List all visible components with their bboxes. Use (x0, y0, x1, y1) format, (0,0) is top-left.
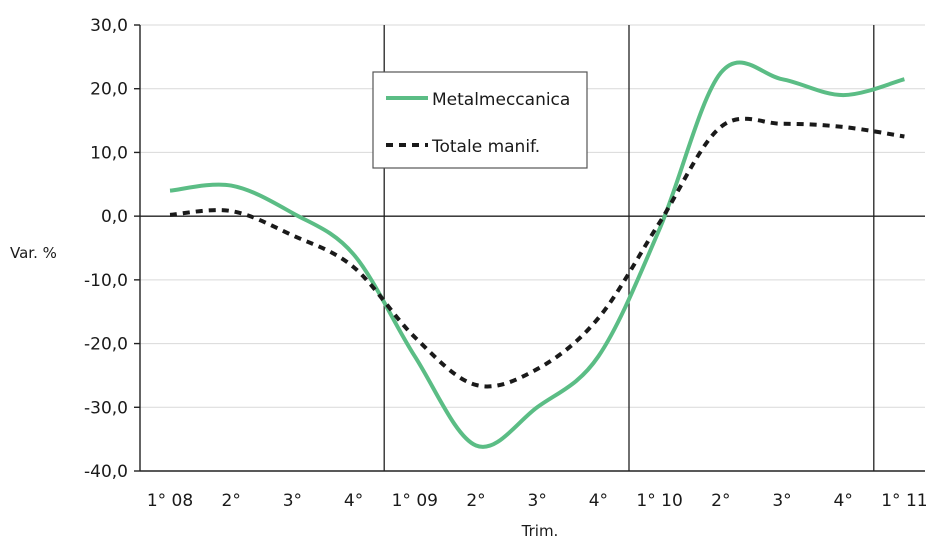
y-tick-label: 10,0 (90, 143, 128, 163)
x-tick-label: 1° 10 (636, 491, 682, 511)
y-tick-label: -10,0 (84, 271, 128, 291)
y-tick-label: 0,0 (101, 207, 128, 227)
x-tick-label: 1° 09 (392, 491, 438, 511)
x-tick-label: 2° (466, 491, 485, 511)
y-tick-label: 20,0 (90, 80, 128, 100)
legend-label-metalmeccanica: Metalmeccanica (432, 90, 570, 110)
y-tick-label: 30,0 (90, 16, 128, 36)
y-tick-labels: 30,0 20,0 10,0 0,0 -10,0 -20,0 -30,0 -40,0 (84, 16, 128, 482)
legend-box (372, 71, 588, 169)
x-tick-label: 1° 08 (147, 491, 193, 511)
y-tick-label: -30,0 (84, 398, 128, 418)
legend: Metalmeccanica Totale manif. (372, 71, 588, 169)
y-tick-label: -40,0 (84, 462, 128, 482)
legend-label-totale-manif: Totale manif. (431, 137, 540, 157)
x-axis-title: Trim. (521, 522, 559, 536)
series-lines (169, 60, 905, 449)
series-line-totale-manif (169, 116, 905, 389)
axes (134, 24, 925, 472)
x-tick-label: 2° (222, 491, 241, 511)
series-line-metalmeccanica (169, 60, 905, 449)
x-tick-label: 4° (834, 491, 853, 511)
x-tick-label: 3° (528, 491, 547, 511)
y-tick-label: -20,0 (84, 335, 128, 355)
x-tick-label: 2° (711, 491, 730, 511)
x-tick-label: 3° (772, 491, 791, 511)
x-tick-label: 4° (589, 491, 608, 511)
x-tick-label: 1° 11 (881, 491, 926, 511)
y-axis-title: Var. % (10, 244, 57, 262)
x-tick-labels: 1° 08 2° 3° 4° 1° 09 2° 3° 4° 1° 10 2° 3° 4° 1° 11 (147, 491, 926, 511)
x-tick-label: 3° (283, 491, 302, 511)
x-tick-label: 4° (344, 491, 363, 511)
